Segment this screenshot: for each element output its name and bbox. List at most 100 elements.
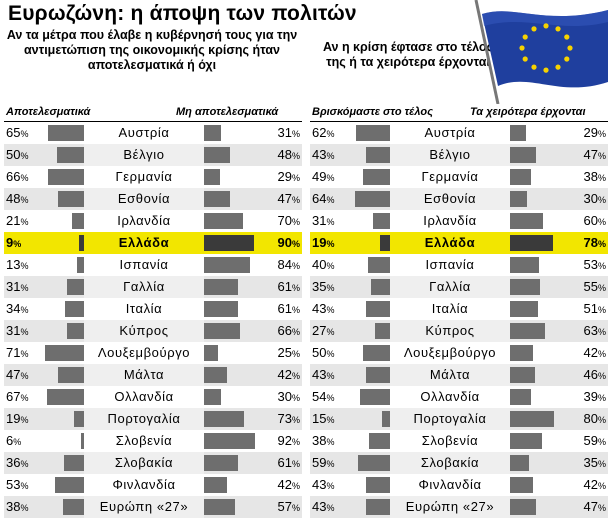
table-row: 9% Ελλάδα 90% [4,232,302,254]
country-label: Ευρώπη «27» [99,499,189,514]
value-label-right: 51% [583,301,606,316]
bar-left [366,477,390,493]
flag-star [564,34,570,40]
country-label: Ευρώπη «27» [405,499,495,514]
country-cell [84,144,204,166]
value-label-left: 38% [6,499,29,514]
bar-right [204,125,222,141]
value-label-right: 61% [277,301,300,316]
country-cell [390,232,510,254]
country-label: Σλοβενία [115,433,173,448]
bar-right [510,433,543,449]
value-label-right: 59% [583,433,606,448]
table-row: 64% Εσθονία 30% [310,188,608,210]
bar-right [204,389,221,405]
country-cell [84,166,204,188]
value-label-left: 34% [6,301,29,316]
bar-left [363,169,390,185]
bar-left [357,455,390,471]
bar-right [510,125,526,141]
table-row: 34% Ιταλία 61% [4,298,302,320]
right-panel-right-header: Τα χειρότερα έρχονται [470,106,586,118]
value-label-right: 84% [277,257,300,272]
bar-right [204,477,228,493]
flag-star [564,56,570,62]
country-cell [390,166,510,188]
country-cell [390,210,510,232]
country-label: Γερμανία [421,169,479,184]
country-label: Φινλανδία [418,477,482,492]
country-label: Ισπανία [425,257,475,272]
value-label-right: 47% [583,499,606,514]
country-cell [84,408,204,430]
value-label-left: 15% [312,411,335,426]
bar-right [204,279,238,295]
country-label: Φινλανδία [112,477,176,492]
bar-left [366,301,390,317]
country-label: Ιταλία [125,301,163,316]
value-label-right: 61% [277,279,300,294]
country-label: Κύπρος [119,323,169,338]
flag-star [519,45,525,51]
country-label: Πορτογαλία [413,411,487,426]
table-row: 65% Αυστρία 31% [4,122,302,144]
table-row: 43% Ευρώπη «27» 47% [310,496,608,518]
country-label: Σλοβακία [420,455,480,470]
table-row: 47% Μάλτα 42% [4,364,302,386]
table-row: 54% Ολλανδία 39% [310,386,608,408]
value-label-right: 63% [583,323,606,338]
table-row: 43% Βέλγιο 47% [310,144,608,166]
value-label-right: 57% [277,499,300,514]
country-label: Εσθονία [423,191,477,206]
value-label-left: 47% [6,367,29,382]
bar-left [369,433,390,449]
value-label-left: 21% [6,213,29,228]
bar-left [375,323,390,339]
country-cell [84,364,204,386]
bar-left [64,455,84,471]
country-label: Εσθονία [117,191,171,206]
bar-right [510,367,536,383]
value-label-left: 9% [6,235,22,250]
country-cell [390,430,510,452]
bar-right [204,323,241,339]
bar-right [510,257,540,273]
left-panel-left-header: Αποτελεσματικά [6,106,91,118]
bar-left [355,125,390,141]
country-label: Βέλγιο [123,147,165,162]
table-row: 40% Ισπανία 53% [310,254,608,276]
table-row: 67% Ολλανδία 30% [4,386,302,408]
country-cell [84,320,204,342]
table-row: 53% Φινλανδία 42% [4,474,302,496]
country-label: Ιταλία [431,301,469,316]
page-title: Ευρωζώνη: η άποψη των πολιτών [8,2,357,25]
value-label-left: 31% [6,323,29,338]
value-label-right: 70% [277,213,300,228]
table-row: 35% Γαλλία 55% [310,276,608,298]
bar-right [510,323,545,339]
country-label: Ελλάδα [118,235,170,250]
flag-star [567,45,573,51]
value-label-left: 53% [6,477,29,492]
country-label: Ισπανία [119,257,169,272]
bar-left [366,499,390,515]
country-cell [390,144,510,166]
value-label-left: 6% [6,433,22,448]
value-label-right: 30% [583,191,606,206]
value-label-right: 31% [277,125,300,140]
value-label-left: 43% [312,301,335,316]
value-label-right: 92% [277,433,300,448]
country-cell [390,320,510,342]
value-label-left: 43% [312,499,335,514]
country-cell [390,298,510,320]
bar-left [372,213,390,229]
flag-star [531,26,537,32]
bar-right [510,345,534,361]
value-label-right: 80% [583,411,606,426]
bar-left [366,147,390,163]
bar-left [381,411,390,427]
flag-star [555,64,561,70]
country-label: Σλοβενία [421,433,479,448]
value-label-right: 90% [277,235,300,250]
value-label-right: 66% [277,323,300,338]
